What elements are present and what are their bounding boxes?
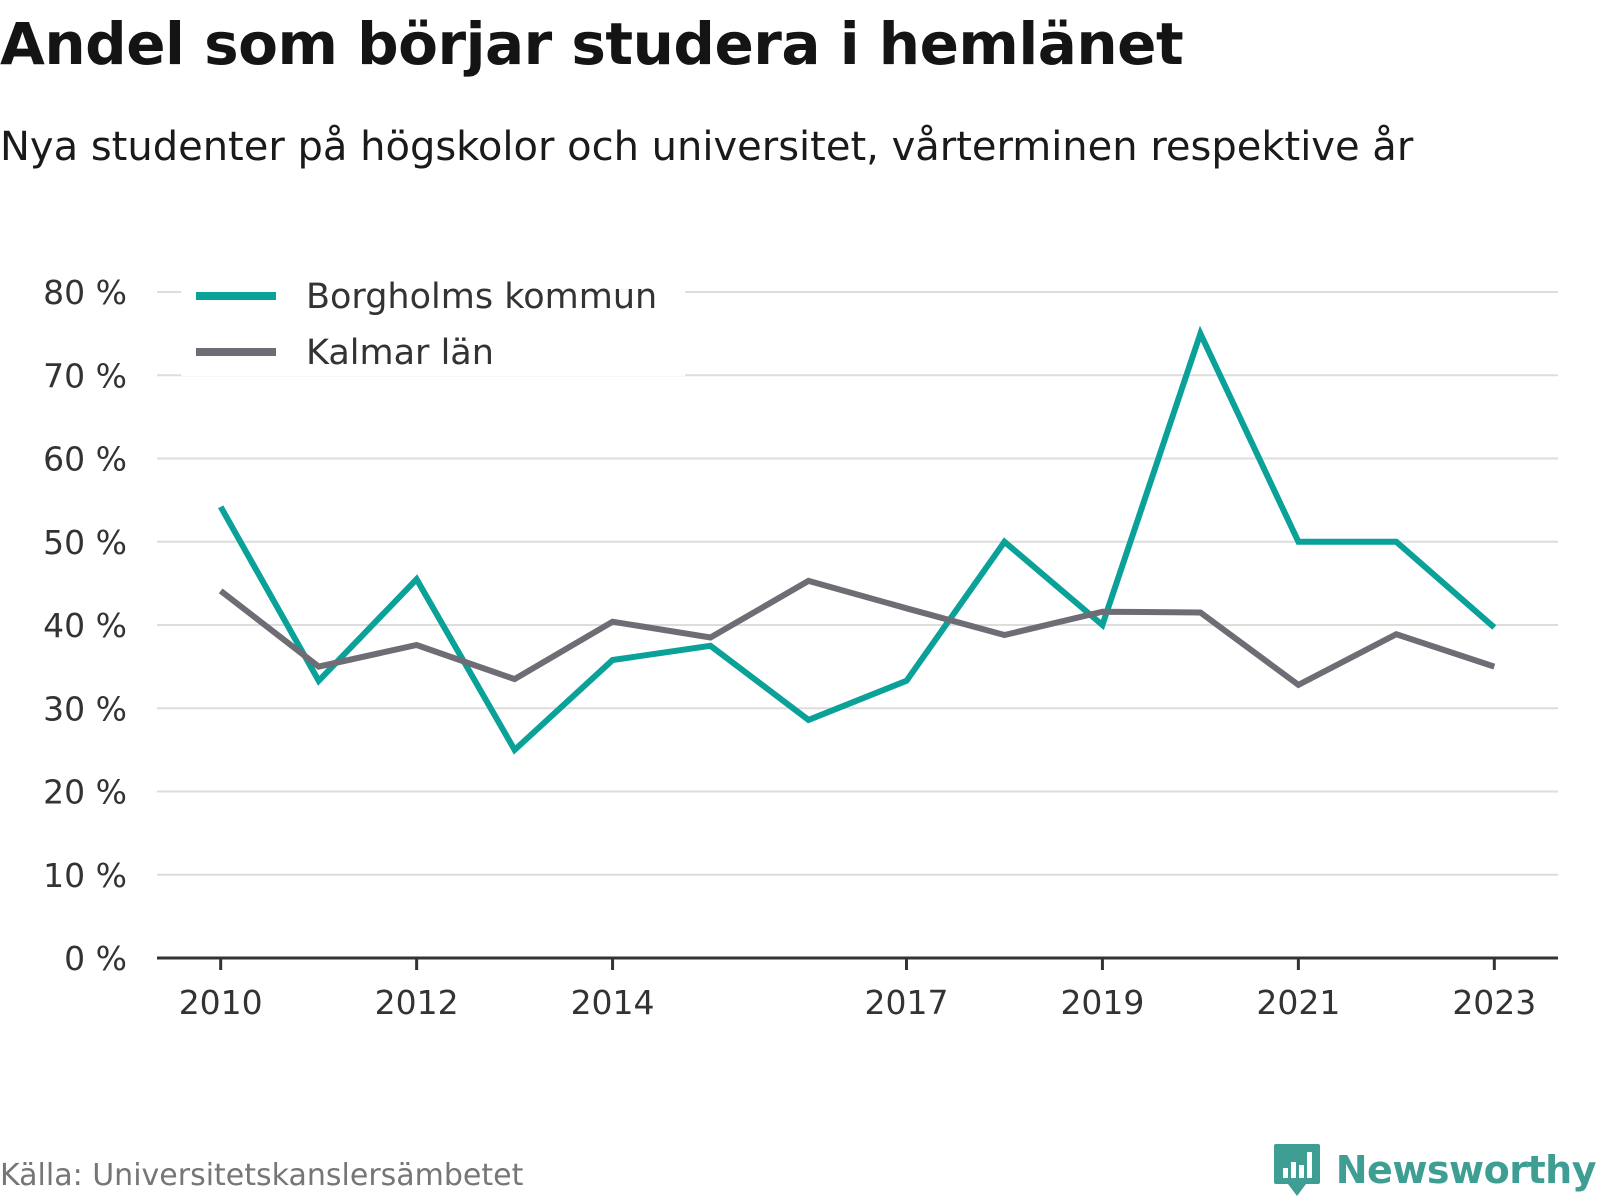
y-tick-label-0: 0 % xyxy=(64,939,127,978)
series-line-borgholms-kommun xyxy=(218,325,1497,755)
y-tick-label-10: 10 % xyxy=(43,856,127,895)
x-tick-label-2010: 2010 xyxy=(179,983,263,1022)
brand-name: Newsworthy xyxy=(1335,1148,1597,1192)
y-tick-label-40: 40 % xyxy=(43,606,127,645)
x-tick-label-2012: 2012 xyxy=(375,983,459,1022)
y-tick-label-20: 20 % xyxy=(43,773,127,812)
legend-label-1: Kalmar län xyxy=(306,333,494,373)
series-line-kalmar-lan xyxy=(218,577,1496,689)
y-tick-label-80: 80 % xyxy=(43,273,127,312)
legend-background xyxy=(181,258,685,376)
chart-title: Andel som börjar studera i hemlänet xyxy=(0,10,1184,78)
y-tick-label-70: 70 % xyxy=(43,356,127,395)
bar-chart-speech-bubble-icon xyxy=(1273,1144,1320,1196)
x-tick-label-2023: 2023 xyxy=(1452,983,1536,1022)
chart-subtitle: Nya studenter på högskolor och universit… xyxy=(0,124,1414,170)
source-note: Källa: Universitetskanslersämbetet xyxy=(0,1158,524,1193)
legend-label-0: Borgholms kommun xyxy=(306,277,657,317)
y-tick-label-30: 30 % xyxy=(43,689,127,728)
y-tick-label-60: 60 % xyxy=(43,440,127,479)
x-tick-label-2014: 2014 xyxy=(571,983,655,1022)
x-tick-label-2017: 2017 xyxy=(864,983,948,1022)
y-tick-label-50: 50 % xyxy=(43,523,127,562)
legend: Borgholms kommun Kalmar län xyxy=(181,258,685,376)
x-tick-label-2019: 2019 xyxy=(1060,983,1144,1022)
brand-logo: Newsworthy xyxy=(1272,1142,1597,1198)
x-tick-label-2021: 2021 xyxy=(1256,983,1340,1022)
